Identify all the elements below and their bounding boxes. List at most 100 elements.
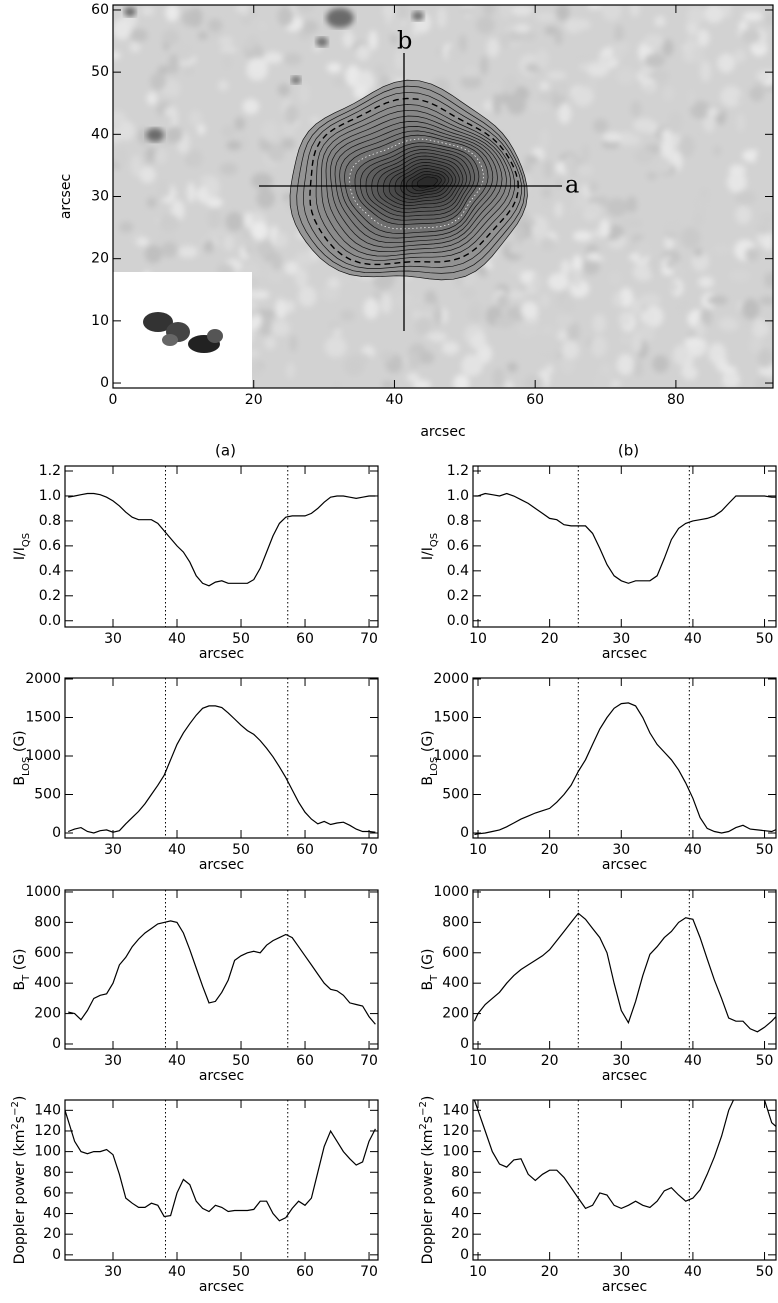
x-axis-label: arcsec <box>199 1068 244 1084</box>
granule <box>727 171 747 193</box>
data-line <box>473 912 776 1033</box>
granule <box>395 49 404 71</box>
granule <box>203 29 226 41</box>
granule <box>264 336 276 350</box>
y-axis-label-part: ) <box>420 1096 436 1101</box>
y-tick-label: 1.2 <box>39 463 61 479</box>
granule <box>648 69 670 82</box>
granule <box>460 75 482 89</box>
y-axis-label: arcsec <box>58 174 74 219</box>
granule <box>599 218 611 239</box>
granule <box>678 135 695 158</box>
granule <box>621 218 644 228</box>
granule <box>486 37 500 58</box>
x-tick-label: 30 <box>612 631 630 647</box>
granule <box>602 132 623 143</box>
granule <box>755 224 772 235</box>
plot-frame <box>64 677 379 839</box>
x-tick-label: 50 <box>756 631 774 647</box>
y-axis-label: BT (G) <box>420 949 440 991</box>
granule <box>277 83 291 97</box>
granule <box>555 5 570 21</box>
x-tick-label: 30 <box>612 1053 630 1069</box>
y-tick-label: 0 <box>460 825 469 841</box>
y-tick-label: 0.8 <box>447 513 469 529</box>
granule <box>691 251 710 272</box>
granule <box>592 229 602 239</box>
granule <box>517 323 539 338</box>
granule <box>633 117 656 133</box>
granule <box>590 335 608 358</box>
granule <box>506 94 526 115</box>
y-tick-label: 800 <box>34 914 61 930</box>
granule <box>618 131 635 146</box>
y-axis-label-part: −2 <box>418 1101 429 1116</box>
x-tick-label: 30 <box>612 842 630 858</box>
granule <box>711 244 732 255</box>
granule <box>704 171 723 187</box>
y-axis-label-part: (G) <box>420 730 436 756</box>
granule <box>515 224 526 244</box>
y-tick-label: 0.6 <box>39 538 61 554</box>
x-tick-label: 10 <box>469 1264 487 1280</box>
plot-frame <box>64 1099 379 1261</box>
x-tick-label: 20 <box>541 631 559 647</box>
x-tick-label: 40 <box>684 1264 702 1280</box>
granule <box>434 305 443 327</box>
granule <box>235 5 246 13</box>
y-axis-label-part: (G) <box>420 949 436 975</box>
granule <box>219 162 238 176</box>
granule <box>165 5 180 22</box>
granule <box>221 125 236 138</box>
data-line <box>474 702 776 836</box>
x-tick-label: 60 <box>296 631 314 647</box>
y-tick-label: 0.0 <box>447 613 469 629</box>
granule <box>505 30 525 43</box>
granule <box>669 282 679 292</box>
granule <box>729 164 746 177</box>
granule <box>429 332 447 342</box>
granule <box>729 269 751 282</box>
y-tick-label: 60 <box>43 1185 61 1201</box>
granule <box>146 91 158 106</box>
granule <box>687 89 696 108</box>
granule <box>660 138 674 159</box>
x-axis-label: arcsec <box>602 1279 647 1295</box>
granule <box>333 328 342 337</box>
y-tick-label: 60 <box>91 2 109 18</box>
panel: a b 0 20 40 60 80 0 10 20 30 40 50 60 arcsec arcsec <box>58 2 774 440</box>
granule <box>239 133 249 152</box>
granule <box>720 85 742 107</box>
y-tick-label: 500 <box>34 786 61 802</box>
granule <box>756 70 771 83</box>
granule <box>572 254 583 275</box>
granule <box>274 232 288 248</box>
panel: 30 40 50 60 70 0 200 400 600 800 1000 arcsec BT (G) <box>12 884 379 1084</box>
granule <box>162 29 180 46</box>
granule <box>461 354 484 376</box>
x-tick-label: 0 <box>109 392 118 408</box>
granule <box>554 178 564 189</box>
y-axis-label: Doppler power (km2s−2) <box>10 1096 29 1265</box>
plot-frame <box>472 889 777 1050</box>
granule <box>639 293 661 306</box>
y-tick-label: 10 <box>91 313 109 329</box>
x-tick-label: 60 <box>296 842 314 858</box>
y-tick-label: 40 <box>43 1206 61 1222</box>
plot-frame <box>472 1099 777 1261</box>
granule <box>261 120 279 142</box>
panel: 30 40 50 60 70 0 20 40 60 80 100 120 140 arcsec Dopple… <box>10 1096 379 1295</box>
granule <box>672 266 688 275</box>
granule <box>561 339 580 360</box>
granule <box>631 331 643 354</box>
granule <box>535 12 557 22</box>
y-tick-label: 400 <box>34 975 61 991</box>
x-tick-label: 40 <box>168 1053 186 1069</box>
plot-frame <box>472 465 777 628</box>
plot-frame <box>112 4 774 389</box>
x-tick-label: 50 <box>232 1264 250 1280</box>
y-tick-label: 1500 <box>433 709 469 725</box>
granule <box>324 336 347 358</box>
granule <box>582 258 600 275</box>
